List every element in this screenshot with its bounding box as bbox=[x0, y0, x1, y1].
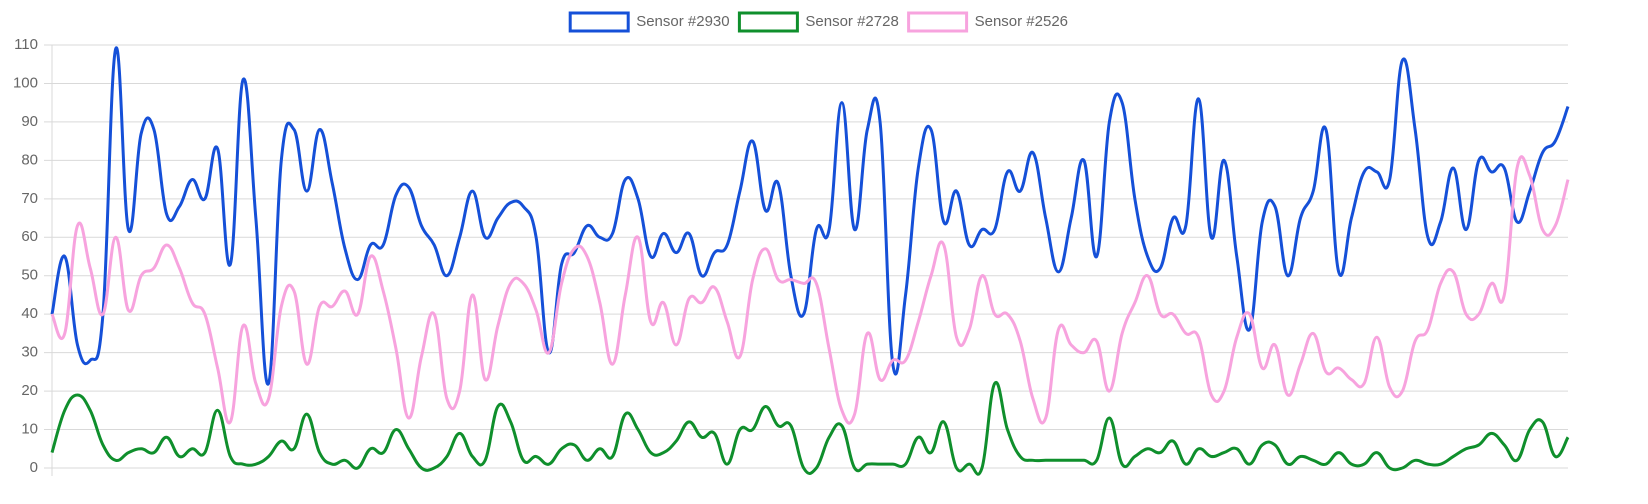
series-line bbox=[50, 46, 1570, 386]
y-tick-label: 100 bbox=[13, 74, 38, 91]
y-tick-label: 40 bbox=[21, 305, 38, 322]
series-line bbox=[50, 380, 1570, 476]
y-tick-label: 50 bbox=[21, 267, 38, 284]
legend-label[interactable]: Sensor #2526 bbox=[975, 13, 1068, 30]
y-tick-label: 20 bbox=[21, 382, 38, 399]
legend-swatch[interactable] bbox=[737, 11, 799, 33]
y-tick-label: 90 bbox=[21, 113, 38, 130]
y-tick-label: 70 bbox=[21, 190, 38, 207]
y-tick-label: 30 bbox=[21, 344, 38, 361]
y-tick-label: 0 bbox=[30, 459, 38, 476]
legend-swatch[interactable] bbox=[568, 11, 630, 33]
legend-swatch[interactable] bbox=[907, 11, 969, 33]
y-tick-label: 10 bbox=[21, 421, 38, 438]
y-tick-label: 110 bbox=[14, 36, 38, 53]
series-line bbox=[50, 155, 1570, 425]
legend-label[interactable]: Sensor #2728 bbox=[805, 13, 898, 30]
legend-label[interactable]: Sensor #2930 bbox=[636, 13, 729, 30]
y-tick-label: 80 bbox=[21, 151, 38, 168]
y-tick-label: 60 bbox=[21, 228, 38, 245]
